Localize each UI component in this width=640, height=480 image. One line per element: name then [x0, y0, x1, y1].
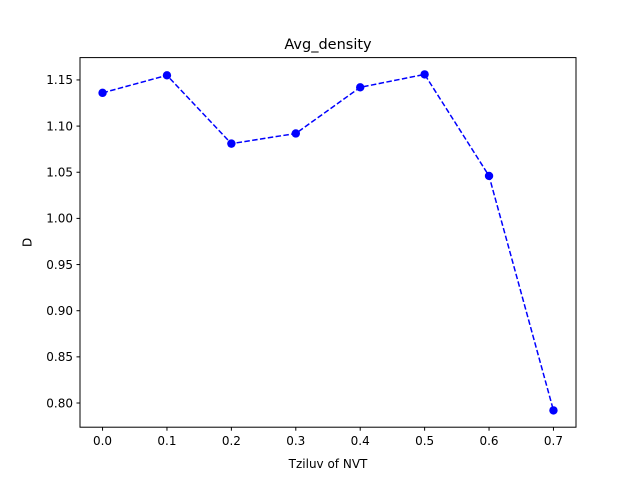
data-point — [420, 70, 429, 79]
x-tick-label: 0.5 — [415, 434, 434, 448]
data-point — [549, 406, 558, 415]
y-tick-label: 1.05 — [46, 166, 73, 180]
y-tick-label: 1.10 — [46, 119, 73, 133]
x-tick-label: 0.1 — [157, 434, 176, 448]
x-tick-label: 0.0 — [93, 434, 112, 448]
x-axis-label: Tziluv of NVT — [288, 457, 368, 471]
x-axis: 0.0 0.1 0.2 0.3 0.4 0.5 0.6 0.7 — [93, 427, 563, 448]
series-layer — [98, 70, 558, 415]
y-tick-label: 0.95 — [46, 258, 73, 272]
y-tick-label: 0.80 — [46, 396, 73, 410]
y-tick-label: 0.85 — [46, 350, 73, 364]
x-tick-label: 0.3 — [286, 434, 305, 448]
chart-title: Avg_density — [284, 37, 372, 53]
plot-area — [80, 57, 576, 428]
y-axis-label: D — [21, 238, 35, 247]
series-line — [102, 73, 555, 411]
y-axis: 0.80 0.85 0.90 0.95 1.00 1.05 1.10 1.15 — [46, 73, 80, 410]
data-point — [227, 139, 236, 148]
data-point — [162, 71, 172, 80]
x-tick-label: 0.6 — [479, 434, 498, 448]
plot-frame — [79, 57, 577, 428]
y-tick-label: 0.90 — [46, 304, 73, 318]
y-tick-label: 1.00 — [46, 212, 73, 226]
x-tick-label: 0.4 — [351, 434, 370, 448]
data-point — [484, 171, 494, 181]
data-point — [291, 129, 300, 138]
y-tick-label: 1.15 — [46, 73, 73, 87]
data-point — [356, 83, 365, 92]
x-tick-label: 0.7 — [544, 434, 563, 448]
x-tick-label: 0.2 — [222, 434, 241, 448]
data-point — [98, 88, 107, 98]
